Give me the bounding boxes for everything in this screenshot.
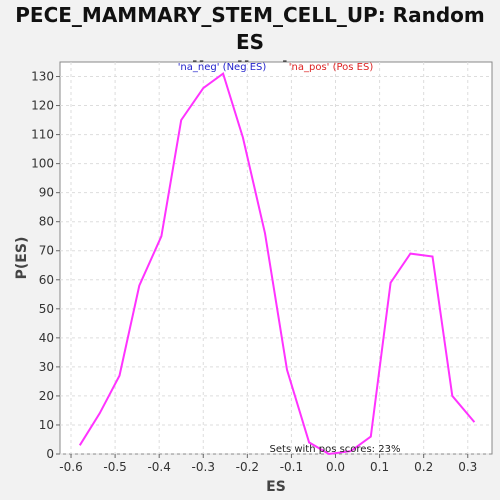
- y-tick-label: 50: [39, 302, 54, 316]
- y-tick-label: 40: [39, 331, 54, 345]
- x-tick-label: -0.6: [59, 460, 82, 474]
- x-tick-label: -0.4: [147, 460, 170, 474]
- pos-scores-annotation: Sets with pos scores: 23%: [270, 444, 401, 455]
- legend-pos: 'na_pos' (Pos ES): [289, 62, 374, 73]
- x-axis-label: ES: [266, 479, 286, 495]
- x-tick-label: 0.3: [458, 460, 477, 474]
- y-tick-label: 60: [39, 273, 54, 287]
- x-tick-label: -0.3: [192, 460, 215, 474]
- y-tick-label: 110: [31, 128, 54, 142]
- y-tick-label: 120: [31, 99, 54, 113]
- y-tick-label: 30: [39, 360, 54, 374]
- y-tick-label: 100: [31, 157, 54, 171]
- y-tick-label: 10: [39, 418, 54, 432]
- x-tick-label: -0.5: [103, 460, 126, 474]
- y-tick-label: 130: [31, 70, 54, 84]
- y-axis-label: P(ES): [14, 237, 30, 280]
- x-tick-label: -0.1: [280, 460, 303, 474]
- series-line: [78, 71, 476, 456]
- y-tick-label: 0: [46, 447, 54, 461]
- y-tick-label: 20: [39, 389, 54, 403]
- chart-title-line-1: PECE_MAMMARY_STEM_CELL_UP: Random ES: [15, 3, 485, 54]
- x-tick-label: 0.1: [370, 460, 389, 474]
- x-tick-label: 0.0: [326, 460, 345, 474]
- legend-neg: 'na_neg' (Neg ES): [178, 62, 267, 73]
- y-tick-label: 80: [39, 215, 54, 229]
- y-tick-label: 70: [39, 244, 54, 258]
- x-tick-label: 0.2: [414, 460, 433, 474]
- plot-area: [59, 61, 493, 455]
- grid-lines: [60, 62, 492, 455]
- y-tick-label: 90: [39, 186, 54, 200]
- x-tick-label: -0.2: [236, 460, 259, 474]
- axis-ticks: -0.6 -0.5 -0.4 -0.3 -0.2 -0.1 0.0 0.1 0.2 0.3 0 10 2…: [31, 70, 477, 474]
